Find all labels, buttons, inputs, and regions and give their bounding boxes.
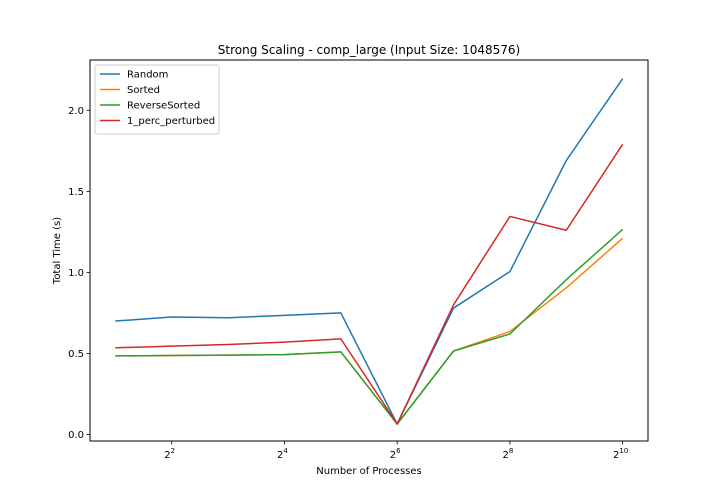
legend-label: ReverseSorted [127, 101, 200, 112]
series-line-1 [115, 237, 624, 425]
legend-label: 1_perc_perturbed [127, 116, 215, 127]
y-tick-label: 1.0 [68, 268, 84, 279]
x-axis-title: Number of Processes [316, 466, 421, 477]
y-tick-label: 0.5 [68, 349, 84, 360]
legend: Random Sorted ReverseSorted 1_perc_perturbe… [94, 64, 220, 135]
series-layer [115, 78, 624, 425]
y-tick-label: 0.0 [68, 430, 84, 441]
legend-label: Sorted [127, 85, 160, 96]
series-line-3 [115, 143, 624, 425]
x-tick-label: 22 [164, 447, 175, 461]
x-ticks: 22 24 26 28 210 [164, 441, 628, 461]
legend-label: Random [127, 70, 168, 81]
y-tick-label: 1.5 [68, 187, 84, 198]
plot-frame [89, 59, 649, 442]
x-tick-label: 26 [390, 447, 401, 461]
y-ticks: 0.0 0.5 1.0 1.5 2.0 [68, 106, 90, 441]
y-axis-title: Total Time (s) [52, 217, 63, 285]
x-tick-label: 24 [277, 447, 288, 461]
series-line-0 [115, 78, 624, 425]
series-line-2 [115, 228, 624, 425]
chart-title: Strong Scaling - comp_large (Input Size:… [218, 43, 520, 57]
x-tick-label: 28 [502, 447, 513, 461]
legend-box [94, 64, 220, 135]
x-tick-label: 210 [613, 447, 628, 461]
y-tick-label: 2.0 [68, 106, 84, 117]
